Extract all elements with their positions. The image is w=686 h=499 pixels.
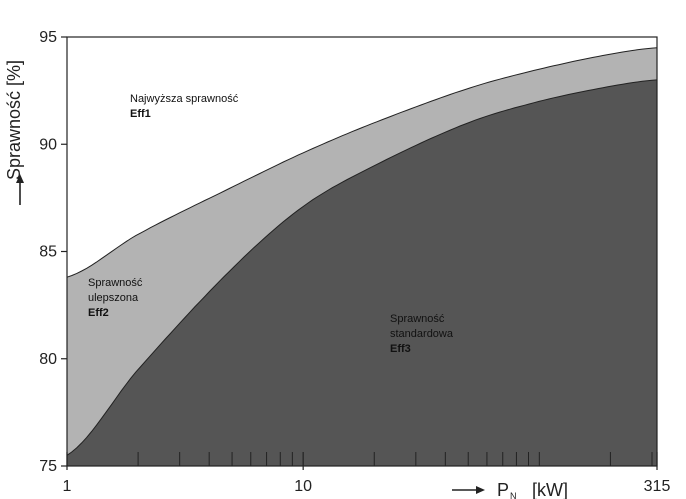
series-line-eff2-eff3 [66,79,658,456]
region-label-eff3: Sprawność standardowa Eff3 [390,313,454,355]
region-eff2-class: Eff2 [88,307,109,319]
x-tick-label: 1 [63,478,72,495]
y-tick-label: 90 [39,136,57,153]
region-eff1-text: Najwyższa sprawność [130,93,239,105]
y-axis-label: Sprawność [%] [4,60,24,180]
y-axis-title: Sprawność [%] [4,60,24,180]
plot-area [66,37,658,467]
x-tick-label: 10 [294,478,312,495]
region-eff1-class: Eff1 [130,108,151,120]
y-tick-label: 80 [39,351,57,368]
y-tick-label: 75 [39,458,57,475]
region-eff3 [67,79,657,467]
x-axis-symbol: P [497,480,509,499]
y-axis-arrow [16,174,24,205]
region-eff3-line2: standardowa [390,328,454,340]
y-tick-label: 95 [39,29,57,46]
x-tick-label: 315 [644,478,671,495]
axes: 75 80 85 90 95 1 10 315 [39,29,670,495]
series-line-eff1-eff2 [66,47,658,278]
region-eff3-class: Eff3 [390,343,411,355]
y-tick-label: 85 [39,244,57,261]
region-eff3-line1: Sprawność [390,313,445,325]
region-label-eff1: Najwyższa sprawność Eff1 [130,93,239,120]
region-label-eff2: Sprawność ulepszona Eff2 [88,277,143,319]
region-eff2-line2: ulepszona [88,292,139,304]
x-axis-subscript: N [510,491,517,499]
x-axis-title: P N [kW] [452,480,568,499]
region-eff2-line1: Sprawność [88,277,143,289]
x-axis-unit: [kW] [532,480,568,499]
